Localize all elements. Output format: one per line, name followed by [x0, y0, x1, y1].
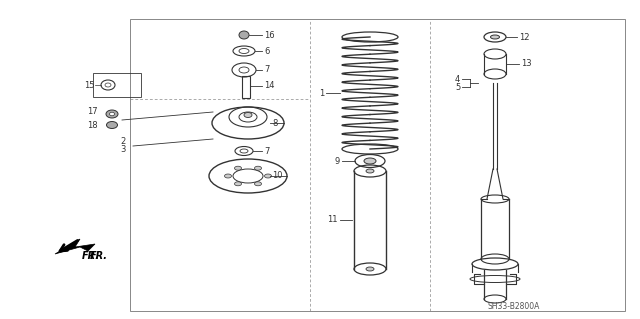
Ellipse shape — [244, 113, 252, 117]
Text: 13: 13 — [521, 60, 532, 69]
Ellipse shape — [366, 169, 374, 173]
Text: 15: 15 — [84, 80, 95, 90]
Ellipse shape — [255, 166, 262, 170]
Ellipse shape — [106, 110, 118, 118]
Bar — [93, 73, 141, 97]
Polygon shape — [55, 239, 95, 254]
Text: 16: 16 — [264, 31, 275, 40]
Text: 12: 12 — [519, 33, 529, 41]
Ellipse shape — [264, 174, 271, 178]
Text: 1: 1 — [319, 88, 324, 98]
Text: 14: 14 — [264, 81, 275, 91]
Text: FR.: FR. — [82, 251, 100, 261]
Text: 9: 9 — [335, 157, 340, 166]
Text: 2: 2 — [120, 137, 125, 145]
Ellipse shape — [225, 174, 232, 178]
Ellipse shape — [239, 31, 249, 39]
Ellipse shape — [255, 182, 262, 186]
Text: FR.: FR. — [90, 251, 108, 261]
Text: 7: 7 — [264, 146, 269, 155]
Ellipse shape — [234, 166, 241, 170]
Ellipse shape — [490, 35, 499, 39]
Text: 17: 17 — [88, 108, 98, 116]
Ellipse shape — [364, 158, 376, 164]
Ellipse shape — [234, 182, 241, 186]
Text: 18: 18 — [88, 121, 98, 130]
Text: 3: 3 — [120, 145, 125, 154]
Bar — [130, 19, 625, 311]
Text: 8: 8 — [272, 118, 277, 128]
Text: 7: 7 — [264, 65, 269, 75]
Text: 11: 11 — [328, 216, 338, 225]
Text: 4: 4 — [455, 75, 460, 84]
Text: SH33-B2800A: SH33-B2800A — [488, 302, 540, 311]
Ellipse shape — [366, 267, 374, 271]
Text: 5: 5 — [455, 83, 460, 92]
Text: 10: 10 — [272, 172, 282, 181]
Bar — [242, 76, 250, 98]
Text: 6: 6 — [264, 47, 269, 56]
Ellipse shape — [106, 122, 118, 129]
Ellipse shape — [109, 112, 115, 116]
